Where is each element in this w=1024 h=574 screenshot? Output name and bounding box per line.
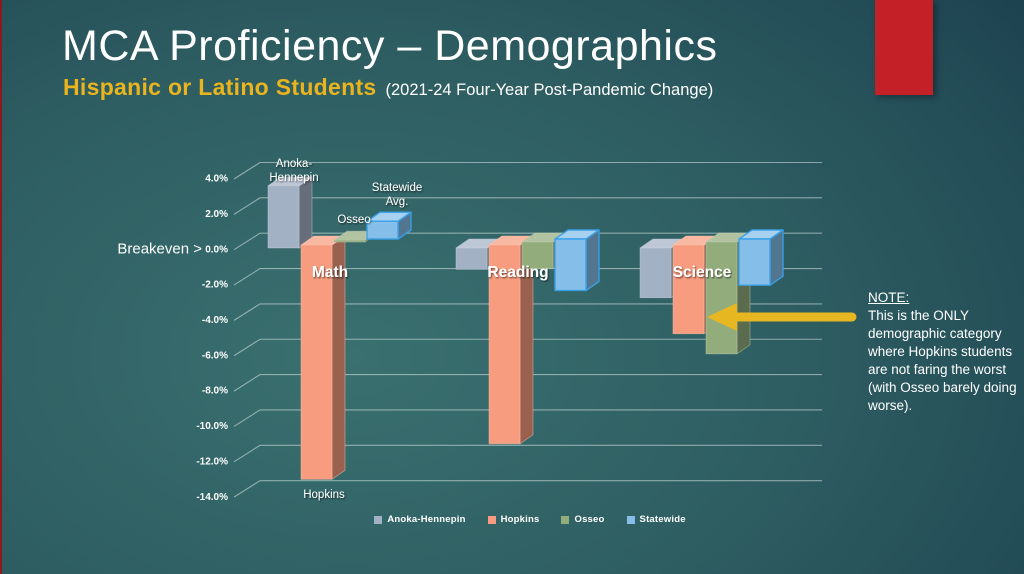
legend-label: Anoka-Hennepin (387, 514, 466, 525)
legend-swatch (626, 515, 635, 524)
gridline: -6.0% (202, 338, 822, 361)
gridline: 0.0% (205, 232, 822, 255)
gridline: -8.0% (202, 374, 822, 397)
legend-item: Anoka-Hennepin (374, 514, 465, 525)
note-heading: NOTE: (868, 290, 910, 305)
series-annotation: Avg. (386, 196, 409, 208)
subtitle: Hispanic or Latino Students (63, 74, 377, 100)
legend-swatch (487, 515, 496, 524)
legend: Anoka-Hennepin Hopkins Osseo Statewide (240, 514, 820, 525)
bar-math-anoka-hennepin (267, 176, 313, 249)
subtitle-note: (2021-24 Four-Year Post-Pandemic Change) (385, 81, 714, 99)
legend-swatch (561, 515, 570, 524)
page-title: MCA Proficiency – Demographics (62, 22, 718, 70)
left-accent-strip (0, 0, 2, 574)
y-tick-label: 2.0% (205, 209, 228, 220)
gridline: -14.0% (196, 480, 822, 503)
y-tick-label: 0.0% (205, 244, 228, 255)
series-annotation: Osseo (337, 214, 370, 226)
series-annotation: Hopkins (303, 489, 345, 501)
gridline: -12.0% (196, 444, 822, 467)
y-tick-label: -4.0% (202, 315, 228, 326)
category-label: Reading (487, 264, 548, 281)
y-tick-label: -2.0% (202, 280, 228, 291)
legend-label: Statewide (639, 514, 686, 525)
y-tick-label: -8.0% (202, 386, 228, 397)
gridline: 2.0% (205, 197, 822, 220)
legend-swatch (374, 515, 383, 524)
series-annotation: Statewide (372, 182, 423, 194)
legend-label: Hopkins (500, 514, 540, 525)
gridline: 4.0% (205, 161, 822, 185)
breakeven-label: Breakeven > (117, 241, 202, 258)
gridline: -10.0% (196, 409, 822, 432)
subtitle-row: Hispanic or Latino Students (2021-24 Fou… (63, 74, 713, 101)
y-tick-label: -12.0% (196, 456, 228, 467)
note-arrow (707, 303, 857, 331)
bar-reading-statewide (554, 229, 600, 292)
y-tick-label: 4.0% (205, 174, 228, 185)
category-label: Science (673, 264, 732, 281)
y-tick-label: -6.0% (202, 350, 228, 361)
series-annotation: Hennepin (269, 172, 318, 184)
legend-label: Osseo (574, 514, 605, 525)
bar-math-hopkins (300, 235, 346, 480)
legend-item: Statewide (626, 514, 686, 525)
y-tick-label: -10.0% (196, 421, 228, 432)
bar-math-statewide (366, 211, 412, 240)
series-annotation: Anoka- (276, 158, 313, 170)
gridline: -2.0% (202, 268, 822, 291)
gridline: -4.0% (202, 303, 822, 326)
red-accent-block (875, 0, 933, 95)
category-label: Math (312, 264, 348, 281)
legend-item: Hopkins (487, 514, 540, 525)
y-tick-label: -14.0% (196, 492, 228, 503)
bar-reading-hopkins (488, 235, 534, 445)
note-body: This is the ONLY demographic category wh… (868, 308, 1017, 414)
bar-science-statewide (738, 229, 784, 286)
note-box: NOTE: This is the ONLY demographic categ… (868, 289, 1018, 416)
legend-item: Osseo (561, 514, 604, 525)
